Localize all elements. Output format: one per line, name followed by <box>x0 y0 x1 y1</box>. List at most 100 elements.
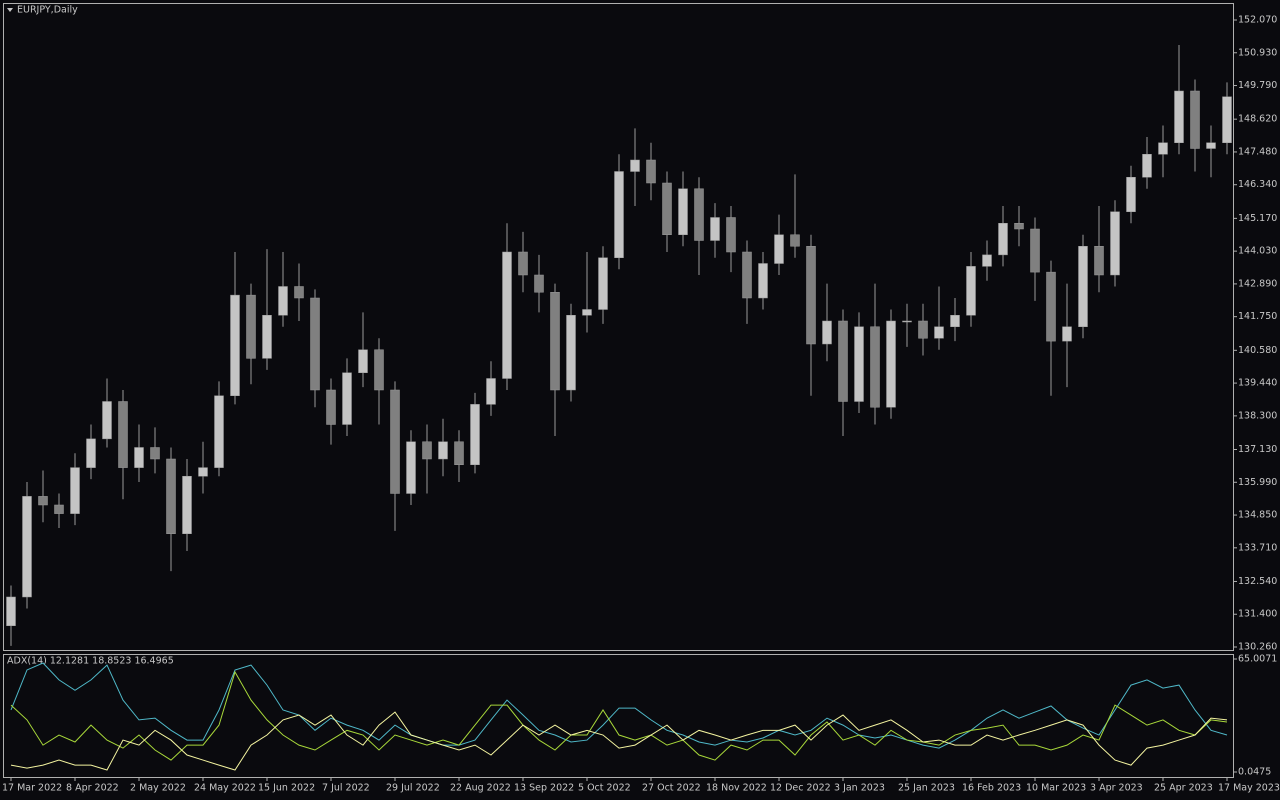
candle-body <box>1030 228 1040 273</box>
candle-body <box>982 254 992 267</box>
candle-body <box>998 222 1008 256</box>
candle-body <box>390 389 400 494</box>
indicator-label: ADX(14) 12.1281 18.8523 16.4965 <box>7 656 174 667</box>
candle-body <box>950 314 960 327</box>
candle-body <box>918 320 928 339</box>
y-tick-label: 145.170 <box>1238 213 1277 224</box>
candle-body <box>1014 222 1024 230</box>
candle-body <box>534 274 544 293</box>
candle-body <box>214 395 224 468</box>
dropdown-arrow[interactable] <box>7 8 13 12</box>
y-tick-label: 137.130 <box>1238 444 1277 455</box>
candle-body <box>1222 96 1232 143</box>
candle-body <box>1126 176 1136 212</box>
candle-body <box>774 234 784 264</box>
x-tick-label: 27 Oct 2022 <box>642 783 701 794</box>
candle-body <box>422 441 432 460</box>
candle-body <box>182 475 192 534</box>
y-tick-label: 141.750 <box>1238 311 1277 322</box>
candle-body <box>1190 90 1200 149</box>
candle-body <box>102 401 112 440</box>
candle-body <box>374 349 384 391</box>
candle-body <box>854 326 864 402</box>
candle-body <box>294 286 304 299</box>
x-tick-label: 15 Jun 2022 <box>258 783 315 794</box>
x-tick-label: 18 Nov 2022 <box>706 783 767 794</box>
candle-body <box>454 441 464 465</box>
candle-body <box>1206 142 1216 149</box>
candle-body <box>134 447 144 468</box>
y-tick-label: 144.030 <box>1238 246 1277 257</box>
y-tick-label: 152.070 <box>1238 14 1277 25</box>
candle-body <box>662 182 672 235</box>
y-tick-label: 134.850 <box>1238 510 1277 521</box>
candle-body <box>806 245 816 345</box>
x-tick-label: 24 May 2022 <box>194 783 256 794</box>
x-tick-label: 17 Mar 2022 <box>2 783 62 794</box>
candle-body <box>38 496 48 506</box>
candle-body <box>150 447 160 460</box>
candle-body <box>902 320 912 323</box>
y-tick-label: 135.990 <box>1238 477 1277 488</box>
candle-body <box>198 467 208 477</box>
y-tick-label: 132.540 <box>1238 576 1277 587</box>
y-tick-label: 148.620 <box>1238 114 1277 125</box>
candle-body <box>1062 326 1072 342</box>
candle-body <box>1078 245 1088 327</box>
candle-body <box>1094 245 1104 276</box>
candle-body <box>470 404 480 465</box>
candle-body <box>22 496 32 598</box>
candle-body <box>278 286 288 316</box>
main-panel <box>3 3 1234 651</box>
candle-body <box>342 372 352 425</box>
y-tick-label: 147.480 <box>1238 146 1277 157</box>
candle-body <box>726 217 736 253</box>
x-tick-label: 2 May 2022 <box>130 783 186 794</box>
y-tick-label: 140.580 <box>1238 345 1277 356</box>
symbol-label: EURJPY,Daily <box>17 5 78 16</box>
candle-body <box>630 159 640 172</box>
y-tick-label: 131.400 <box>1238 609 1277 620</box>
candle-body <box>166 458 176 534</box>
candle-body <box>582 309 592 316</box>
candle-body <box>566 314 576 391</box>
x-tick-label: 12 Dec 2022 <box>770 783 831 794</box>
y-tick-label: 0.0475 <box>1238 767 1271 778</box>
y-tick-label: 138.300 <box>1238 410 1277 421</box>
candle-body <box>406 441 416 494</box>
candle-body <box>1046 271 1056 342</box>
candle-body <box>694 188 704 241</box>
y-tick-label: 149.790 <box>1238 80 1277 91</box>
candle-body <box>822 320 832 345</box>
indicator-line <box>10 711 1228 771</box>
candle-body <box>358 349 368 373</box>
indicator-line <box>10 670 1228 761</box>
candle-body <box>1142 153 1152 178</box>
x-tick-label: 3 Jan 2023 <box>834 783 885 794</box>
x-tick-label: 3 Apr 2023 <box>1090 783 1143 794</box>
indicator-panel <box>3 654 1234 778</box>
candle-body <box>550 291 560 391</box>
candle-body <box>262 314 272 359</box>
candle-body <box>486 378 496 405</box>
candle-body <box>870 326 880 408</box>
indicator-line <box>10 662 1228 749</box>
candle-body <box>934 326 944 339</box>
candle-body <box>678 188 688 235</box>
candle-body <box>118 401 128 468</box>
y-tick-label: 139.440 <box>1238 378 1277 389</box>
x-tick-label: 22 Aug 2022 <box>450 783 511 794</box>
candle-body <box>598 257 608 310</box>
x-tick-label: 8 Apr 2022 <box>66 783 119 794</box>
y-tick-label: 146.340 <box>1238 179 1277 190</box>
x-tick-label: 16 Feb 2023 <box>962 783 1021 794</box>
candle-body <box>886 320 896 408</box>
candle-body <box>438 441 448 460</box>
candle-body <box>6 596 16 626</box>
candle-body <box>614 171 624 258</box>
y-tick-label: 133.710 <box>1238 542 1277 553</box>
y-tick-label: 65.0071 <box>1238 654 1277 665</box>
candle-body <box>710 217 720 241</box>
